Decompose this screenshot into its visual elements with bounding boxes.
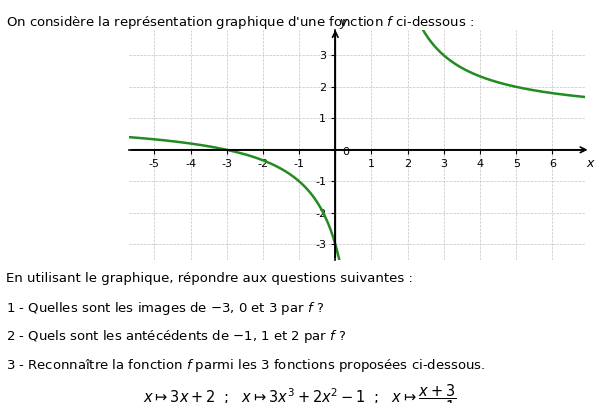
Text: y: y [340, 16, 347, 29]
Text: En utilisant le graphique, répondre aux questions suivantes :: En utilisant le graphique, répondre aux … [6, 272, 413, 285]
Text: 1 - Quelles sont les images de $-3$, $0$ et $3$ par $f$ ?: 1 - Quelles sont les images de $-3$, $0$… [6, 300, 324, 317]
Text: 2 - Quels sont les antécédents de $-1$, $1$ et $2$ par $f$ ?: 2 - Quels sont les antécédents de $-1$, … [6, 328, 346, 345]
Text: 3 - Reconnaître la fonction $f$ parmi les 3 fonctions proposées ci-dessous.: 3 - Reconnaître la fonction $f$ parmi le… [6, 357, 485, 374]
Text: $x \mapsto 3x+2 \;$ ;  $\; x \mapsto 3x^3+2x^2-1 \;$ ;  $\; x \mapsto \dfrac{x+3: $x \mapsto 3x+2 \;$ ; $\; x \mapsto 3x^3… [143, 382, 457, 403]
Text: 0: 0 [342, 147, 349, 157]
Text: x: x [587, 157, 594, 170]
Text: On considère la représentation graphique d'une fonction $f$ ci-dessous :: On considère la représentation graphique… [6, 14, 474, 31]
